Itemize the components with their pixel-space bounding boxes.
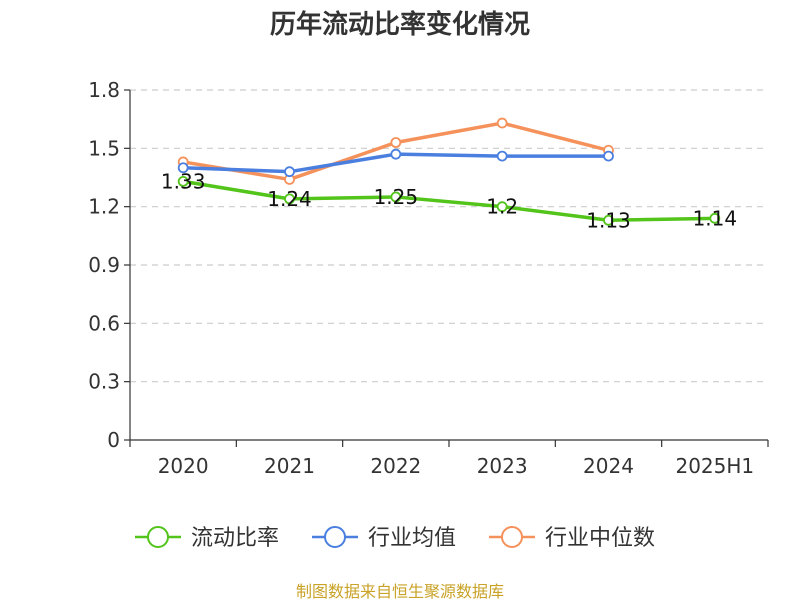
y-tick-label: 0.9: [88, 253, 120, 277]
legend-swatch-marker: [147, 526, 169, 548]
data-label: 1.24: [267, 187, 312, 211]
data-point[interactable]: [390, 148, 402, 160]
data-point[interactable]: [390, 137, 402, 148]
gridlines: [130, 89, 768, 383]
x-tick-label: 2020: [158, 454, 209, 478]
data-label: 1.33: [161, 169, 206, 193]
y-tick-label: 0.6: [88, 311, 120, 335]
data-point[interactable]: [284, 166, 295, 178]
series-line: [182, 179, 715, 223]
data-labels: 1.33 1.24 1.25 1.2 1.13 1.14: [161, 169, 737, 232]
data-point[interactable]: [496, 201, 508, 213]
y-tick-label: 1.5: [88, 136, 120, 160]
data-label: 1.2: [486, 195, 518, 219]
series-lines: [177, 117, 721, 226]
legend-label[interactable]: 行业均值: [368, 526, 456, 551]
data-point[interactable]: [709, 212, 721, 224]
data-point[interactable]: [177, 175, 189, 187]
y-tick-label: 0: [107, 428, 120, 452]
x-tick-label: 2022: [370, 454, 421, 478]
x-tick-label: 2024: [583, 454, 634, 478]
legend-swatch-marker: [324, 526, 346, 548]
source-note: 制图数据来自恒生聚源数据库: [295, 582, 504, 601]
x-tick-label: 2021: [264, 454, 315, 478]
legend[interactable]: 流动比率 行业均值 行业中位数: [135, 526, 655, 551]
x-tick-label: 2025H1: [675, 454, 754, 478]
y-tick-label: 1.2: [88, 195, 120, 219]
data-point[interactable]: [496, 150, 508, 162]
data-point[interactable]: [603, 214, 614, 226]
data-point[interactable]: [177, 162, 189, 174]
data-point[interactable]: [496, 117, 508, 129]
legend-label[interactable]: 行业中位数: [545, 526, 655, 551]
data-label: 1.13: [586, 208, 631, 232]
chart-title: 历年流动比率变化情况: [269, 10, 530, 40]
x-tick-label: 2023: [477, 454, 528, 478]
axes: 0 0.3 0.6 0.9 1.2 1.5 1.8 2020 2021 2022 2023 2024 2…: [88, 78, 769, 478]
legend-label[interactable]: 流动比率: [191, 526, 279, 551]
data-point[interactable]: [603, 150, 614, 162]
y-tick-label: 1.8: [88, 78, 120, 102]
data-label: 1.14: [693, 206, 738, 230]
data-point[interactable]: [284, 193, 295, 205]
data-point[interactable]: [390, 191, 402, 203]
data-label: 1.25: [374, 185, 419, 209]
y-tick-label: 0.3: [88, 370, 120, 394]
legend-swatch-marker: [501, 526, 523, 548]
